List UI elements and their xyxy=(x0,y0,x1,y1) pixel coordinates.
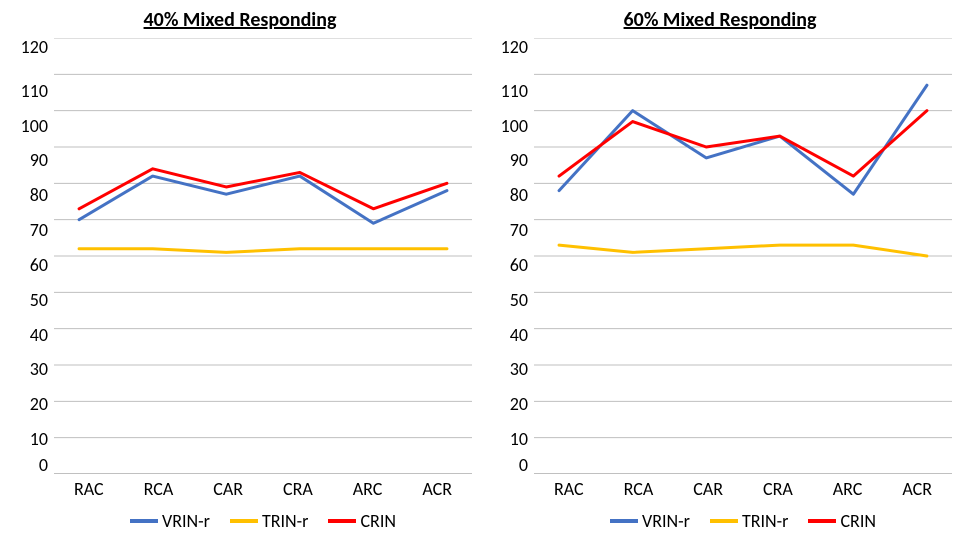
y-tick-label: 40 xyxy=(30,326,48,344)
left-title: 40% Mixed Responding xyxy=(8,8,472,32)
x-tick-label: CAR xyxy=(693,478,723,500)
legend-swatch xyxy=(230,519,258,523)
legend-label: VRIN-r xyxy=(162,510,210,532)
x-tick-label: ARC xyxy=(353,478,383,500)
y-tick-label: 100 xyxy=(501,117,528,135)
series-line-TRIN-r xyxy=(79,249,447,253)
x-tick-label: CRA xyxy=(283,478,313,500)
legend-item: VRIN-r xyxy=(610,510,690,532)
left-legend: VRIN-r TRIN-r CRIN xyxy=(54,510,472,532)
legend-item: CRIN xyxy=(328,510,396,532)
y-tick-label: 80 xyxy=(510,186,528,204)
legend-item: CRIN xyxy=(808,510,876,532)
right-panel: 60% Mixed Responding 1201101009080706050… xyxy=(480,0,960,540)
right-y-axis: 1201101009080706050403020100 xyxy=(488,38,534,474)
left-x-axis: RAC RCA CAR CRA ARC ACR xyxy=(54,478,472,500)
y-tick-label: 120 xyxy=(21,38,48,56)
right-plot-area: 1201101009080706050403020100 xyxy=(488,38,952,474)
right-legend: VRIN-r TRIN-r CRIN xyxy=(534,510,952,532)
y-tick-label: 10 xyxy=(510,430,528,448)
x-tick-label: ARC xyxy=(833,478,863,500)
right-chart-holder xyxy=(534,38,952,474)
right-title: 60% Mixed Responding xyxy=(488,8,952,32)
y-tick-label: 20 xyxy=(30,395,48,413)
y-tick-label: 30 xyxy=(510,360,528,378)
left-chart-holder xyxy=(54,38,472,474)
legend-item: TRIN-r xyxy=(710,510,789,532)
y-tick-label: 110 xyxy=(21,82,48,100)
legend-label: CRIN xyxy=(360,510,396,532)
legend-label: VRIN-r xyxy=(642,510,690,532)
y-tick-label: 0 xyxy=(39,456,48,474)
x-tick-label: ACR xyxy=(422,478,452,500)
y-tick-label: 60 xyxy=(510,256,528,274)
y-tick-label: 40 xyxy=(510,326,528,344)
left-y-axis: 1201101009080706050403020100 xyxy=(8,38,54,474)
x-tick-label: CAR xyxy=(213,478,243,500)
x-tick-label: RAC xyxy=(74,478,104,500)
y-tick-label: 90 xyxy=(510,151,528,169)
x-tick-label: RAC xyxy=(554,478,584,500)
y-tick-label: 120 xyxy=(501,38,528,56)
x-tick-label: RCA xyxy=(624,478,654,500)
series-line-TRIN-r xyxy=(559,245,927,256)
right-chart-svg xyxy=(534,38,952,474)
y-tick-label: 80 xyxy=(30,186,48,204)
y-tick-label: 50 xyxy=(30,291,48,309)
x-tick-label: ACR xyxy=(902,478,932,500)
legend-item: VRIN-r xyxy=(130,510,210,532)
legend-swatch xyxy=(130,519,158,523)
legend-label: TRIN-r xyxy=(262,510,309,532)
y-tick-label: 10 xyxy=(30,430,48,448)
y-tick-label: 70 xyxy=(30,221,48,239)
legend-label: TRIN-r xyxy=(742,510,789,532)
y-tick-label: 20 xyxy=(510,395,528,413)
legend-swatch xyxy=(610,519,638,523)
right-x-axis: RAC RCA CAR CRA ARC ACR xyxy=(534,478,952,500)
legend-swatch xyxy=(808,519,836,523)
series-line-VRIN-r xyxy=(559,85,927,194)
y-tick-label: 110 xyxy=(501,82,528,100)
page: 40% Mixed Responding 1201101009080706050… xyxy=(0,0,960,540)
y-tick-label: 100 xyxy=(21,117,48,135)
y-tick-label: 90 xyxy=(30,151,48,169)
x-tick-label: RCA xyxy=(144,478,174,500)
y-tick-label: 70 xyxy=(510,221,528,239)
series-line-CRIN xyxy=(79,169,447,209)
legend-label: CRIN xyxy=(840,510,876,532)
y-tick-label: 30 xyxy=(30,360,48,378)
legend-swatch xyxy=(328,519,356,523)
left-plot-area: 1201101009080706050403020100 xyxy=(8,38,472,474)
left-panel: 40% Mixed Responding 1201101009080706050… xyxy=(0,0,480,540)
legend-swatch xyxy=(710,519,738,523)
y-tick-label: 50 xyxy=(510,291,528,309)
y-tick-label: 0 xyxy=(519,456,528,474)
legend-item: TRIN-r xyxy=(230,510,309,532)
y-tick-label: 60 xyxy=(30,256,48,274)
left-chart-svg xyxy=(54,38,472,474)
x-tick-label: CRA xyxy=(763,478,793,500)
